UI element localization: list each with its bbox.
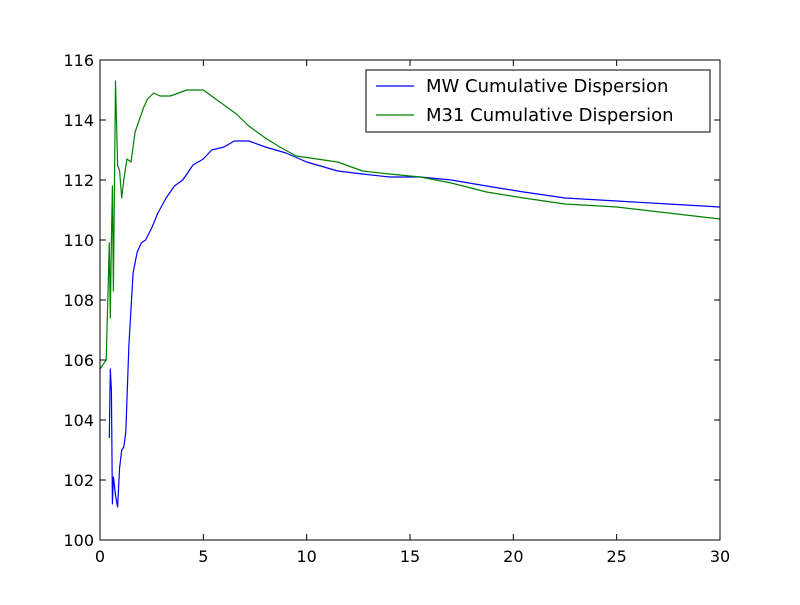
x-tick-label-1: 5 [198, 547, 208, 566]
legend-box [365, 69, 711, 133]
plot-frame [99, 59, 721, 541]
x-tick-label-4: 20 [503, 547, 523, 566]
tick-layer: 0 5 10 15 20 25 30 100 102 104 106 108 110 112 114 116 [63, 51, 730, 566]
plot-background [100, 60, 720, 540]
y-tick-label-5: 110 [63, 231, 94, 250]
series-layer [99, 80, 721, 508]
y-tick-label-3: 106 [63, 351, 94, 370]
legend: MW Cumulative Dispersion M31 Cumulative … [365, 69, 711, 133]
y-tick-label-7: 114 [63, 111, 94, 130]
series-line-1 [99, 80, 721, 370]
y-tick-label-2: 104 [63, 411, 94, 430]
x-tick-label-3: 15 [400, 547, 420, 566]
y-tick-label-6: 112 [63, 171, 94, 190]
x-tick-label-0: 0 [95, 547, 105, 566]
legend-label-m31: M31 Cumulative Dispersion [426, 105, 674, 126]
x-tick-label-6: 30 [710, 547, 730, 566]
y-tick-label-1: 102 [63, 471, 94, 490]
x-tick-label-5: 25 [606, 547, 626, 566]
x-tick-label-2: 10 [296, 547, 316, 566]
legend-label-mw: MW Cumulative Dispersion [426, 76, 668, 97]
y-tick-label-8: 116 [63, 51, 94, 70]
y-tick-label-4: 108 [63, 291, 94, 310]
y-tick-label-0: 100 [63, 531, 94, 550]
